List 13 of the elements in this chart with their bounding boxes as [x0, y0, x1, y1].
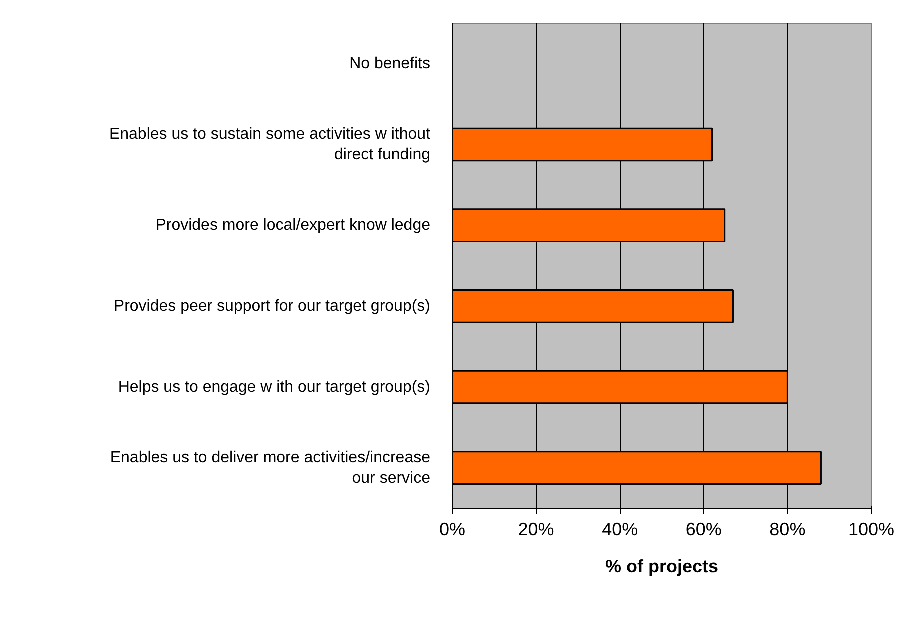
- x-tick-label: 0%: [439, 520, 466, 540]
- x-tick-label: 60%: [686, 520, 722, 540]
- y-tick-label: No benefits: [350, 55, 430, 72]
- x-tick-label: 80%: [770, 520, 806, 540]
- x-axis-title: % of projects: [605, 556, 719, 576]
- x-tick-label: 40%: [602, 520, 638, 540]
- y-tick-label: Provides peer support for our target group(s): [114, 298, 431, 315]
- y-tick-label: Enables us to sustain some activities w ithout direct funding: [109, 126, 432, 164]
- x-tick-label: 100%: [848, 520, 895, 540]
- y-tick-label: Helps us to engage w ith our target group(s): [118, 378, 430, 396]
- y-tick-label: Provides more local/expert know ledge: [156, 217, 431, 234]
- x-tick-label: 20%: [518, 520, 554, 540]
- y-tick-label: Enables us to deliver more activities/increase our service: [110, 449, 431, 487]
